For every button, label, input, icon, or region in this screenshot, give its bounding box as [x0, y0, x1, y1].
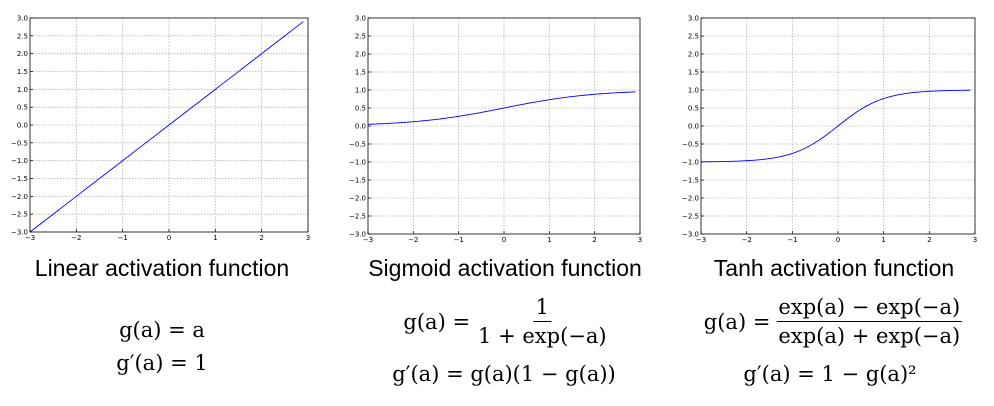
sigmoid-fraction: 1 1 + exp(−a) — [476, 295, 609, 348]
y-tick-label: 2.0 — [17, 50, 28, 58]
linear-panel: −3 −2 −1 0 1 2 3 3.0 2.5 2.0 1.5 1.0 0.5 0.0 −0.5 −1.0 −… — [0, 0, 330, 406]
y-tick-label: −2.0 — [349, 195, 366, 203]
y-tick-label: −1.5 — [682, 177, 699, 185]
y-tick-label: 1.5 — [17, 68, 28, 76]
x-tick-label: 0 — [836, 236, 840, 244]
y-tick-label: −1.0 — [682, 159, 699, 167]
sigmoid-derivative: g′(a) = g(a)(1 − g(a)) — [392, 362, 616, 386]
y-tick-label: 3.0 — [688, 15, 699, 23]
y-tick-label: −2.5 — [349, 213, 366, 221]
x-tick-label: 3 — [306, 234, 310, 242]
y-tick-label: 1.5 — [355, 69, 366, 77]
y-tick-label: −2.5 — [11, 211, 28, 219]
tanh-plot: −3 −2 −1 0 1 2 3 3.0 2.5 2.0 1.5 1.0 0.5 0.0 −0.5 −1.0 −… — [682, 15, 977, 245]
x-tick-label: −2 — [408, 236, 418, 244]
x-tick-label: 2 — [927, 236, 931, 244]
sigmoid-title: Sigmoid activation function — [368, 255, 642, 281]
plot-frame — [700, 17, 976, 235]
y-tick-label: 3.0 — [355, 15, 366, 23]
y-tick-label: −2.0 — [11, 193, 28, 201]
x-tick-label: −1 — [787, 236, 797, 244]
y-tick-label: 1.0 — [17, 86, 28, 94]
y-tick-label: −1.5 — [11, 175, 28, 183]
y-tick-label: 3.0 — [17, 15, 28, 23]
y-tick-label: 1.5 — [688, 69, 699, 77]
y-tick-label: −1.5 — [349, 177, 366, 185]
tanh-numerator: exp(a) − exp(−a) — [776, 295, 963, 322]
y-tick-label: 0.0 — [17, 122, 28, 130]
linear-line — [29, 21, 304, 233]
linear-plot: −3 −2 −1 0 1 2 3 3.0 2.5 2.0 1.5 1.0 0.5 0.0 −0.5 −1.0 −… — [11, 15, 310, 243]
y-tick-label: −3.0 — [682, 231, 699, 239]
y-tick-label: 2.0 — [355, 51, 366, 59]
y-tick-label: 1.0 — [355, 87, 366, 95]
y-tick-label: −1.0 — [349, 159, 366, 167]
linear-derivative: g′(a) = 1 — [116, 351, 208, 375]
tanh-denominator: exp(a) + exp(−a) — [778, 324, 961, 348]
sigmoid-formula: g(a) = 1 1 + exp(−a) — [403, 295, 608, 348]
tanh-formula: g(a) = exp(a) − exp(−a) exp(a) + exp(−a) — [703, 295, 963, 348]
x-tick-label: −1 — [118, 234, 128, 242]
y-tick-label: 0.5 — [688, 105, 699, 113]
y-tick-label: 0.5 — [17, 104, 28, 112]
sigmoid-panel: −3 −2 −1 0 1 2 3 3.0 2.5 2.0 1.5 1.0 0.5 0.0 −0.5 −1.0 −… — [330, 0, 665, 406]
sigmoid-formula-lhs: g(a) = — [403, 309, 471, 334]
x-tick-label: −3 — [25, 234, 35, 242]
linear-formula: g(a) = a — [119, 318, 205, 342]
tanh-derivative: g′(a) = 1 − g(a)² — [743, 362, 917, 386]
sigmoid-plot: −3 −2 −1 0 1 2 3 3.0 2.5 2.0 1.5 1.0 0.5 0.0 −0.5 −1.0 −… — [349, 15, 642, 245]
tanh-fraction: exp(a) − exp(−a) exp(a) + exp(−a) — [776, 295, 963, 348]
x-tick-label: −3 — [696, 236, 706, 244]
y-tick-label: 0.5 — [355, 105, 366, 113]
x-tick-label: 1 — [547, 236, 551, 244]
x-tick-label: 2 — [259, 234, 263, 242]
x-tick-label: 3 — [973, 236, 977, 244]
x-tick-label: 0 — [167, 234, 171, 242]
y-tick-label: 2.0 — [688, 51, 699, 59]
plot-frame — [29, 17, 309, 233]
y-tick-label: −3.0 — [11, 229, 28, 237]
sigmoid-denominator: 1 + exp(−a) — [478, 324, 607, 348]
plot-frame — [367, 17, 641, 235]
x-tick-label: 1 — [213, 234, 217, 242]
y-tick-label: −0.5 — [682, 141, 699, 149]
tanh-line — [700, 89, 971, 163]
y-tick-label: −0.5 — [349, 141, 366, 149]
x-tick-label: −3 — [363, 236, 373, 244]
y-tick-label: 2.5 — [17, 32, 28, 40]
x-tick-label: −2 — [742, 236, 752, 244]
sigmoid-numerator: 1 — [533, 295, 551, 322]
x-tick-label: 1 — [881, 236, 885, 244]
tanh-panel: −3 −2 −1 0 1 2 3 3.0 2.5 2.0 1.5 1.0 0.5 0.0 −0.5 −1.0 −… — [665, 0, 994, 406]
y-tick-label: 2.5 — [688, 33, 699, 41]
x-tick-label: 2 — [592, 236, 596, 244]
x-tick-label: 0 — [502, 236, 506, 244]
x-tick-label: 3 — [638, 236, 642, 244]
y-tick-label: −3.0 — [349, 231, 366, 239]
y-tick-label: −2.5 — [682, 213, 699, 221]
y-tick-label: −0.5 — [11, 139, 28, 147]
y-tick-label: −2.0 — [682, 195, 699, 203]
tanh-title: Tanh activation function — [713, 255, 955, 281]
y-tick-label: −1.0 — [11, 157, 28, 165]
y-tick-label: 1.0 — [688, 87, 699, 95]
y-tick-label: 2.5 — [355, 33, 366, 41]
tanh-formula-lhs: g(a) = — [703, 309, 771, 334]
linear-title: Linear activation function — [34, 255, 290, 281]
sigmoid-line — [367, 91, 636, 125]
y-tick-label: 0.0 — [688, 123, 699, 131]
y-tick-label: 0.0 — [355, 123, 366, 131]
x-tick-label: −2 — [71, 234, 81, 242]
x-tick-label: −1 — [454, 236, 464, 244]
